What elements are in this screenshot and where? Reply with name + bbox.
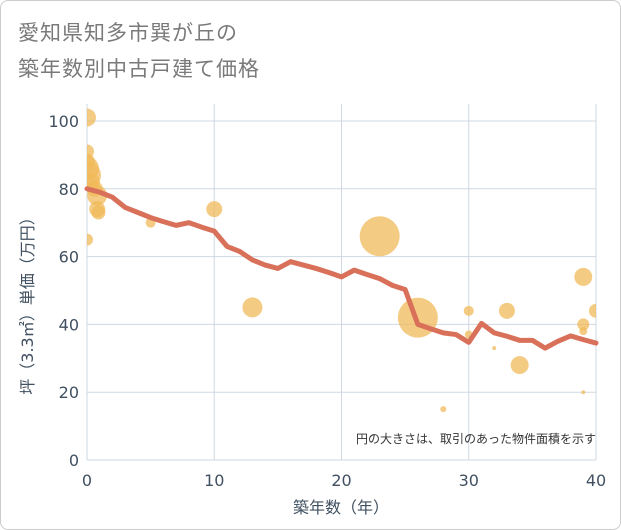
data-bubble	[577, 318, 590, 331]
x-axis-label: 築年数（年）	[293, 498, 389, 517]
chart-title: 愛知県知多市巽が丘の 築年数別中古戸建て価格	[18, 15, 260, 87]
data-bubble	[242, 297, 263, 318]
data-bubble	[579, 327, 588, 336]
y-tick-label: 40	[59, 315, 79, 334]
average-price-line	[84, 186, 599, 351]
y-tick-label: 0	[69, 451, 79, 470]
y-tick-label: 20	[59, 383, 79, 402]
data-bubble	[492, 346, 497, 351]
x-tick-label: 10	[204, 471, 224, 490]
data-bubble	[498, 302, 515, 319]
x-tick-label: 30	[459, 471, 479, 490]
data-bubble	[581, 390, 586, 395]
y-tick-label: 60	[59, 248, 79, 267]
data-bubble	[510, 356, 529, 375]
data-bubble	[463, 305, 474, 316]
y-tick-label: 80	[59, 180, 79, 199]
chart-title-line1: 愛知県知多市巽が丘の	[18, 21, 238, 45]
data-bubble	[87, 108, 96, 127]
data-bubble	[206, 201, 223, 218]
data-bubble	[359, 216, 400, 257]
y-axis-label: 坪（3.3㎡）単価（万円）	[18, 209, 37, 394]
data-bubble	[574, 267, 593, 286]
size-legend-note: 円の大きさは、取引のあった物件面積を示す	[356, 431, 596, 446]
average-line-layer	[84, 186, 599, 351]
tick-labels: 0 10 20 30 40 0 20 40 60 80 100	[48, 112, 606, 490]
data-bubble	[87, 233, 93, 246]
x-tick-label: 40	[586, 471, 606, 490]
y-tick-label: 100	[48, 112, 79, 131]
data-bubble	[589, 303, 596, 318]
data-bubble	[91, 205, 106, 220]
x-tick-label: 0	[82, 471, 92, 490]
x-tick-label: 20	[331, 471, 351, 490]
data-bubble	[440, 406, 447, 413]
chart-title-line2: 築年数別中古戸建て価格	[18, 57, 260, 81]
